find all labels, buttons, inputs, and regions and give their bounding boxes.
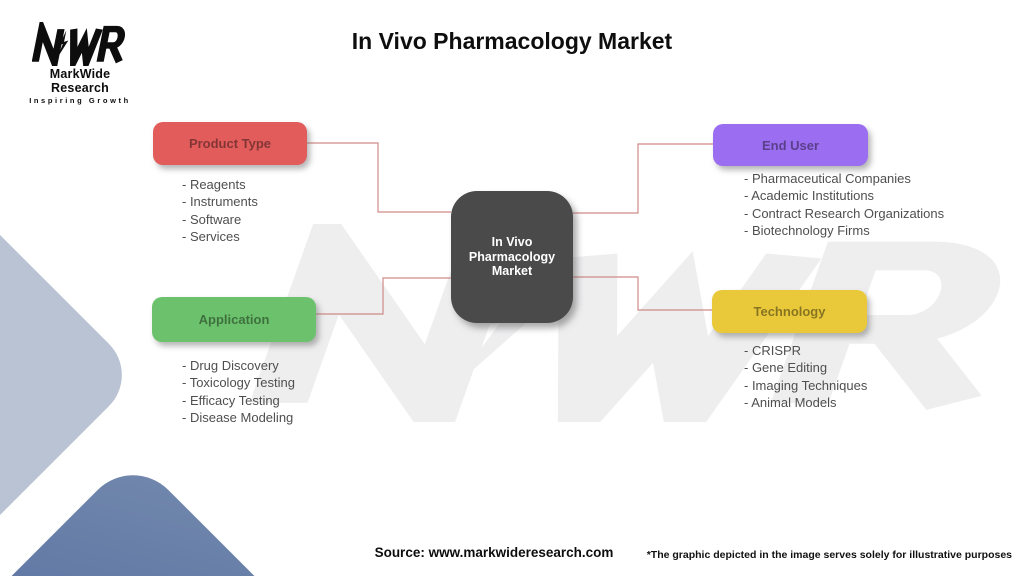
list-item: - Imaging Techniques — [744, 377, 868, 393]
logo-brand-text: MarkWide Research — [49, 67, 111, 95]
list-item: - Toxicology Testing — [182, 375, 295, 391]
list-item: - Pharmaceutical Companies — [744, 171, 911, 186]
node-application: Application — [152, 297, 316, 342]
list-item: - Reagents — [182, 177, 246, 192]
list-item: - CRISPR — [744, 343, 802, 358]
connector-product-type — [307, 142, 451, 213]
center-line-2: Pharmacology — [468, 249, 556, 264]
technology-items: - CRISPR - Gene Editing - Imaging Techniqu… — [744, 342, 867, 412]
list-item: - Disease Modeling — [182, 410, 294, 426]
logo-tagline-text: Inspiring Growth — [29, 96, 131, 105]
node-product-type: Product Type — [153, 122, 307, 165]
list-item: - Software — [182, 211, 242, 227]
node-technology-label: Technology — [753, 304, 826, 319]
node-end-user: End User — [713, 124, 868, 166]
node-application-label: Application — [198, 312, 270, 327]
list-item: - Biotechnology Firms — [744, 223, 870, 239]
page-title: In Vivo Pharmacology Market — [351, 28, 673, 54]
node-end-user-label: End User — [761, 137, 820, 153]
node-center-market: In Vivo Pharmacology Market — [451, 191, 573, 323]
product-type-items: - Reagents - Instruments - Software - Servi… — [182, 176, 258, 246]
list-item: - Instruments — [182, 194, 258, 210]
source-text: Source: www.markwideresearch.com — [374, 545, 614, 560]
node-product-type-label: Product Type — [188, 136, 272, 151]
list-item: - Services — [182, 229, 240, 245]
connector-end-user — [573, 143, 713, 214]
list-item: - Drug Discovery — [182, 358, 279, 373]
center-line-3: Market — [491, 264, 533, 279]
list-item: - Academic Institutions — [744, 188, 875, 204]
node-technology: Technology — [712, 290, 867, 333]
list-item: - Contract Research Organizations — [744, 205, 945, 221]
end-user-items: - Pharmaceutical Companies - Academic Ins… — [744, 170, 944, 240]
connector-application — [316, 277, 451, 315]
application-items: - Drug Discovery - Toxicology Testing - Ef… — [182, 357, 295, 427]
disclaimer-text: *The graphic depicted in the image serve… — [646, 549, 1012, 561]
list-item: - Efficacy Testing — [182, 392, 280, 408]
list-item: - Animal Models — [744, 395, 837, 411]
connector-technology — [573, 276, 713, 311]
markwide-research-logo: MarkWide Research Inspiring Growth — [20, 22, 140, 105]
list-item: - Gene Editing — [744, 360, 828, 376]
center-line-1: In Vivo — [491, 235, 533, 250]
